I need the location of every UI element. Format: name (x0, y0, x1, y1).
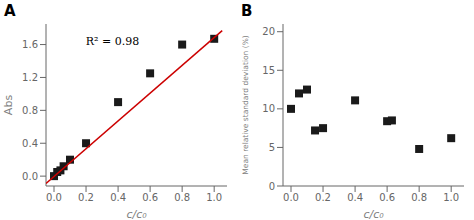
html-text:B: B (241, 2, 253, 20)
svg-text:0.6: 0.6 (379, 192, 395, 203)
svg-text:c/c₀: c/c₀ (126, 208, 147, 220)
svg-text:0.0: 0.0 (22, 171, 38, 182)
svg-text:Abs: Abs (8, 95, 15, 116)
svg-text:5: 5 (269, 142, 275, 153)
svg-text:0: 0 (269, 181, 275, 192)
svg-text:0.8: 0.8 (22, 105, 38, 116)
svg-text:0.8: 0.8 (174, 192, 190, 203)
svg-text:0.0: 0.0 (46, 192, 62, 203)
svg-text:0.4: 0.4 (110, 192, 126, 203)
svg-text:0.4: 0.4 (347, 192, 363, 203)
svg-text:10: 10 (262, 103, 275, 114)
svg-text:1.2: 1.2 (22, 72, 38, 83)
svg-text:0.2: 0.2 (78, 192, 94, 203)
svg-text:0.0: 0.0 (283, 192, 299, 203)
svg-text:15: 15 (262, 65, 275, 76)
svg-text:0.4: 0.4 (22, 138, 38, 149)
svg-text:Mean relative standard deviati: Mean relative standard deviation (%) (241, 35, 250, 174)
svg-text:0.6: 0.6 (142, 192, 158, 203)
html-text:A: A (4, 2, 16, 20)
svg-text:1.6: 1.6 (22, 39, 38, 50)
svg-text:1.0: 1.0 (206, 192, 222, 203)
svg-text:0.8: 0.8 (411, 192, 427, 203)
svg-text:1.0: 1.0 (443, 192, 459, 203)
html-text:R² = 0.98: R² = 0.98 (85, 35, 140, 48)
svg-text:c/c₀: c/c₀ (363, 208, 384, 220)
svg-text:20: 20 (262, 26, 275, 37)
svg-text:0.2: 0.2 (315, 192, 331, 203)
